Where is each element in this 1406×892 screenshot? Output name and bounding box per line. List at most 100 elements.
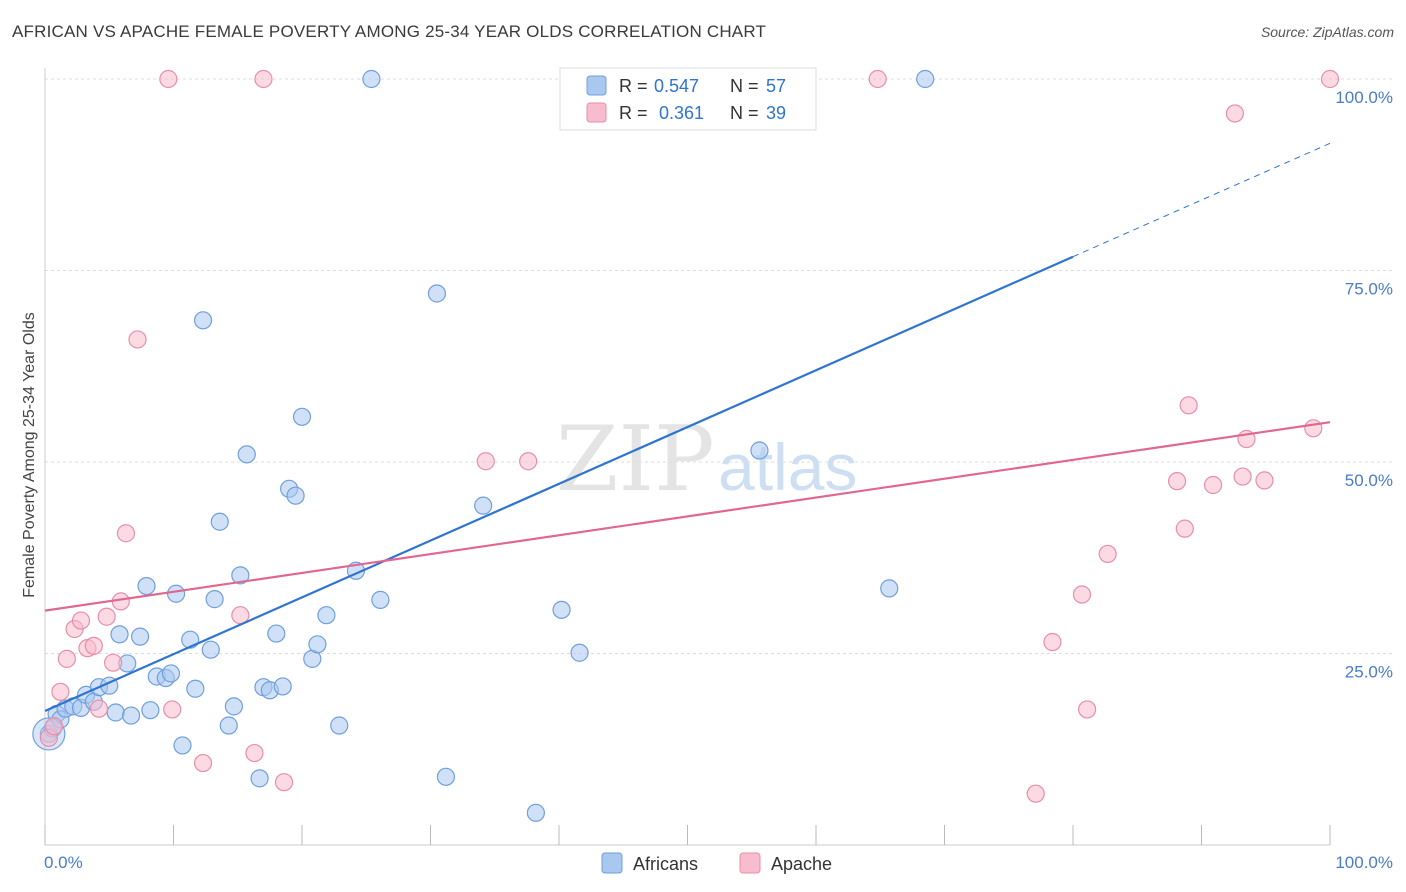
apache-point-29 (1098, 544, 1117, 564)
apache-point-12 (116, 524, 136, 543)
grid-lines (45, 78, 1395, 654)
africans-point-47 (371, 590, 390, 609)
y-tick-labels: 25.0% 50.0% 75.0% 100.0% (1335, 88, 1393, 682)
y-tick-label-2: 75.0% (1345, 280, 1393, 299)
apache-point-25 (1026, 784, 1045, 803)
africans-point-48 (427, 284, 447, 303)
apache-point-21 (476, 452, 495, 471)
africans-point-27 (205, 590, 224, 609)
bottom-legend-swatch-apache (739, 852, 761, 874)
apache-point-9 (97, 607, 116, 626)
africans-point-21 (166, 584, 186, 603)
apache-point-33 (1203, 475, 1223, 495)
y-tick-label-0: 25.0% (1345, 663, 1393, 682)
bottom-legend: Africans Apache (601, 852, 832, 874)
apache-point-22 (519, 452, 538, 471)
africans-point-16 (137, 576, 156, 596)
apache-point-18 (245, 743, 264, 763)
africans-point-31 (231, 566, 250, 585)
africans-point-50 (474, 496, 493, 515)
africans-point-15 (130, 627, 150, 646)
africans-point-30 (224, 697, 243, 716)
africans-point-28 (210, 512, 229, 531)
apache-point-24 (868, 69, 887, 89)
apache-point-1 (44, 717, 64, 736)
legend-n-value-africans: 57 (766, 76, 786, 96)
apache-point-20 (274, 773, 294, 792)
africans-point-26 (201, 640, 220, 659)
africans-point-14 (121, 706, 141, 725)
y-tick-label-1: 50.0% (1345, 471, 1393, 490)
africans-point-32 (237, 445, 256, 464)
africans-point-22 (173, 736, 192, 755)
apache-point-28 (1078, 700, 1097, 719)
chart-title: AFRICAN VS APACHE FEMALE POVERTY AMONG 2… (12, 22, 767, 41)
apache-point-19 (254, 69, 273, 89)
africans-point-44 (330, 716, 349, 735)
africans-point-42 (308, 635, 327, 654)
apache-point-27 (1072, 585, 1092, 604)
y-tick-label-3: 100.0% (1335, 88, 1393, 107)
series-apache-points (39, 69, 1340, 803)
africans-point-55 (880, 579, 899, 598)
apache-point-10 (104, 653, 123, 672)
africans-point-39 (286, 486, 305, 505)
apache-point-5 (71, 611, 91, 630)
y-axis-title: Female Poverty Among 25-34 Year Olds (21, 312, 38, 598)
africans-point-56 (916, 69, 935, 89)
apache-trend-line (44, 421, 1331, 612)
legend-box: R = 0.547 N = 57 R = 0.361 N = 39 (559, 67, 817, 131)
trend-lines (44, 142, 1331, 712)
x-tick-min: 0.0% (44, 853, 83, 872)
africans-point-36 (267, 624, 286, 643)
africans-point-25 (193, 311, 213, 330)
bottom-legend-label-apache: Apache (771, 854, 832, 874)
africans-trend-extension (1072, 142, 1331, 258)
legend-r-value-africans: 0.547 (654, 76, 699, 96)
apache-point-34 (1225, 104, 1245, 123)
apache-point-30 (1167, 472, 1187, 491)
apache-point-39 (1320, 69, 1340, 89)
apache-point-37 (1255, 471, 1274, 490)
africans-point-12 (110, 625, 129, 644)
legend-swatch-apache (586, 102, 607, 123)
legend-swatch-africans (586, 75, 607, 96)
africans-point-52 (552, 600, 571, 619)
apache-point-32 (1179, 396, 1198, 415)
watermark-zip: ZIP (556, 407, 715, 512)
x-tick-labels: 0.0% 100.0% (44, 853, 1393, 872)
africans-point-24 (186, 679, 205, 698)
apache-point-7 (84, 636, 103, 655)
apache-point-26 (1043, 632, 1062, 652)
africans-point-43 (317, 606, 336, 625)
africans-point-37 (273, 677, 292, 696)
africans-point-51 (526, 803, 545, 822)
africans-point-40 (292, 407, 312, 426)
x-tick-max: 100.0% (1335, 853, 1393, 872)
legend-r-label-africans: R = (619, 76, 648, 96)
apache-point-2 (51, 682, 70, 701)
watermark-atlas: atlas (718, 430, 857, 504)
africans-point-33 (250, 769, 269, 788)
legend-r-label-apache: R = (619, 103, 648, 123)
legend-n-label-apache: N = (730, 103, 759, 123)
legend-n-value-apache: 39 (766, 103, 786, 123)
apache-point-16 (193, 753, 213, 773)
africans-point-54 (750, 441, 769, 460)
africans-point-11 (106, 703, 125, 722)
africans-point-29 (219, 716, 238, 735)
apache-point-14 (159, 69, 178, 89)
africans-trend-line (44, 255, 1074, 712)
source-credit: Source: ZipAtlas.com (1260, 24, 1394, 40)
apache-point-15 (163, 700, 182, 719)
apache-point-35 (1233, 467, 1252, 486)
africans-point-49 (436, 767, 456, 786)
africans-point-20 (161, 664, 181, 683)
apache-point-38 (1304, 419, 1323, 438)
apache-point-8 (89, 699, 109, 718)
bottom-legend-swatch-africans (601, 852, 623, 874)
apache-point-31 (1175, 519, 1194, 538)
apache-point-3 (57, 649, 76, 668)
x-axis (44, 68, 1331, 846)
